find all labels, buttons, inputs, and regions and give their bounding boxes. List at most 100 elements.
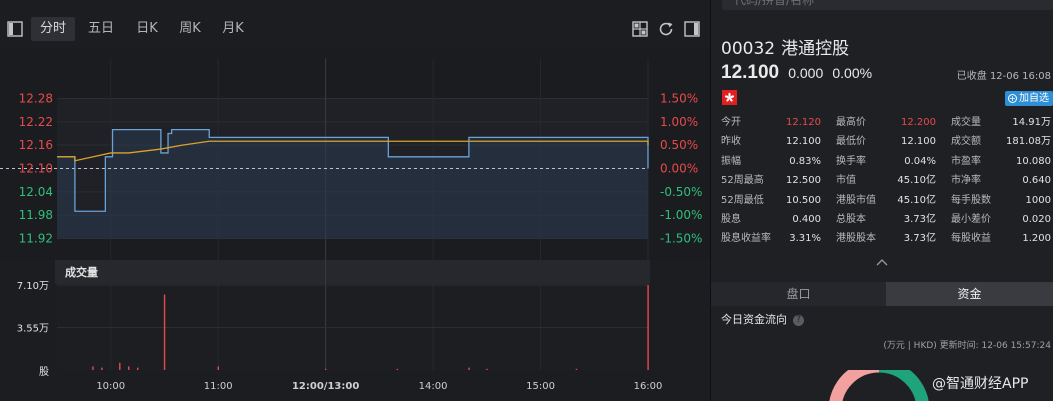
price-tick-label: 12.16 — [19, 138, 53, 152]
price-area-fill — [57, 129, 648, 239]
time-tick-label: 15:00 — [526, 381, 555, 392]
volume-bar — [136, 367, 139, 370]
search-placeholder: 代码/拼音/名称 — [734, 0, 815, 7]
pct-tick-label: 1.00% — [660, 115, 698, 129]
fund-flow-title: 今日资金流向 — [721, 313, 787, 326]
stat-label: 港股市值 — [836, 194, 876, 206]
stat-label: 成交量 — [951, 117, 981, 128]
pct-tick-label: -1.50% — [660, 232, 702, 246]
stats-row: 昨收 12.100 最低价 12.100 成交额 181.08万 — [721, 132, 1053, 151]
stat-value: 45.10亿 — [897, 194, 936, 206]
stat-value: 12.120 — [786, 117, 821, 128]
chevron-up-icon[interactable] — [875, 257, 889, 267]
volume-title: 成交量 — [65, 265, 98, 279]
hk-flag-icon — [722, 90, 737, 105]
chart-toolbar: 分时 五日 日K 周K 月K — [0, 14, 710, 44]
price-line: 12.100 0.000 0.00% — [721, 62, 872, 84]
stat-value: 0.83% — [789, 155, 821, 167]
price-change-pct: 0.00% — [832, 65, 873, 81]
stats-row: 52周最高 12.500 市值 45.10亿 市净率 0.640 — [721, 171, 1053, 190]
add-watchlist-button[interactable]: + 加自选 — [1005, 91, 1053, 106]
stat-value: 1.200 — [1022, 233, 1051, 245]
tab-monthly-k[interactable]: 月K — [222, 21, 244, 36]
stock-title: 00032 港通控股 — [721, 34, 849, 59]
stat-label: 总股本 — [836, 213, 866, 225]
price-tick-label: 12.04 — [19, 185, 53, 199]
search-input[interactable]: 代码/拼音/名称 — [722, 0, 1053, 10]
stat-label: 最低价 — [836, 136, 866, 148]
fund-flow-meta: (万元 | HKD) 更新时间: 12-06 15:57:24 — [883, 341, 1051, 351]
tab-zijin[interactable]: 资金 — [886, 282, 1053, 306]
stat-label: 成交额 — [951, 136, 981, 148]
pct-tick-label: 1.50% — [660, 92, 698, 106]
price-tick-label: 12.28 — [19, 92, 53, 106]
stat-value: 12.100 — [786, 136, 821, 148]
pct-tick-label: -0.50% — [660, 185, 702, 199]
price-tick-label: 11.98 — [19, 208, 53, 222]
time-tick-label: 11:00 — [204, 381, 233, 392]
volume-tick-label: 股 — [39, 366, 49, 378]
refresh-icon[interactable] — [657, 20, 675, 38]
stat-label: 今开 — [721, 117, 741, 128]
stat-label: 最高价 — [836, 117, 866, 128]
intraday-chart[interactable]: 12.28 12.22 12.16 12.10 12.04 11.98 11.92 1.50%… — [0, 0, 710, 401]
price-tick-label: 12.22 — [19, 115, 53, 129]
time-tick-label: 12:00/13:00 — [292, 381, 359, 392]
volume-bar — [468, 367, 470, 370]
stat-label: 每手股数 — [951, 194, 991, 206]
stats-row: 股息收益率 3.31% 港股股本 3.73亿 每股收益 1.200 — [721, 229, 1053, 248]
detail-tabs: 盘口 资金 — [711, 282, 1053, 306]
volume-bar — [163, 294, 166, 370]
stats-row: 52周最低 10.500 港股市值 45.10亿 每手股数 1000 — [721, 191, 1053, 210]
stat-label: 市净率 — [951, 175, 981, 187]
stat-label: 振幅 — [721, 155, 741, 167]
volume-header-bar — [55, 260, 650, 284]
stat-value: 45.10亿 — [897, 175, 936, 187]
stat-value: 12.100 — [901, 136, 936, 148]
stat-label: 股息收益率 — [721, 233, 771, 245]
volume-bar — [396, 368, 399, 370]
grid-layout-icon[interactable] — [631, 20, 649, 38]
stat-label: 52周最高 — [721, 175, 764, 187]
tab-pankou[interactable]: 盘口 — [711, 282, 886, 306]
average-price-line — [57, 140, 649, 162]
stat-label: 换手率 — [836, 155, 866, 167]
volume-bar — [92, 366, 94, 370]
stat-value: 3.31% — [789, 233, 821, 245]
quote-panel: 代码/拼音/名称 00032 港通控股 12.100 0.000 0.00% 已收… — [711, 0, 1053, 401]
stat-value: 10.500 — [786, 194, 821, 206]
volume-bar — [217, 366, 219, 370]
pct-tick-label: 0.50% — [660, 138, 698, 152]
tab-fenshi[interactable]: 分时 — [31, 17, 75, 41]
price-line — [57, 128, 649, 212]
stat-label: 52周最低 — [721, 194, 764, 206]
stat-label: 市盈率 — [951, 155, 981, 167]
help-icon[interactable]: ? — [793, 314, 804, 326]
tab-wuri[interactable]: 五日 — [87, 21, 114, 36]
market-status: 已收盘 12-06 16:08 — [956, 71, 1051, 82]
fund-flow-donut-chart — [829, 370, 929, 401]
volume-bar — [575, 368, 578, 370]
volume-bar — [119, 362, 121, 370]
last-price: 12.100 — [721, 62, 780, 83]
stat-label: 市值 — [836, 175, 856, 187]
sidebar-toggle-icon[interactable] — [6, 20, 24, 38]
watermark: @智通财经APP — [932, 376, 1029, 392]
volume-bar — [101, 367, 103, 370]
time-tick-label: 14:00 — [419, 381, 448, 392]
pct-tick-label: 0.00% — [660, 162, 698, 176]
price-tick-label: 11.92 — [19, 232, 53, 246]
stat-label: 港股股本 — [836, 233, 876, 245]
quote-stats-table: 今开 12.120 最高价 12.200 成交量 14.91万 昨收 12.100 最低价 12.… — [721, 113, 1053, 249]
volume-bar — [486, 368, 488, 370]
stat-value: 12.200 — [901, 117, 936, 128]
volume-tick-label: 7.10万 — [17, 281, 49, 292]
tab-weekly-k[interactable]: 周K — [179, 21, 201, 36]
plus-circle-icon: + — [1008, 93, 1017, 103]
stat-value: 3.73亿 — [903, 213, 936, 225]
volume-bar — [647, 285, 649, 370]
tab-daily-k[interactable]: 日K — [136, 21, 158, 36]
panel-toggle-icon[interactable] — [683, 20, 701, 38]
volume-tick-label: 3.55万 — [17, 324, 49, 335]
time-tick-label: 10:00 — [96, 381, 125, 392]
